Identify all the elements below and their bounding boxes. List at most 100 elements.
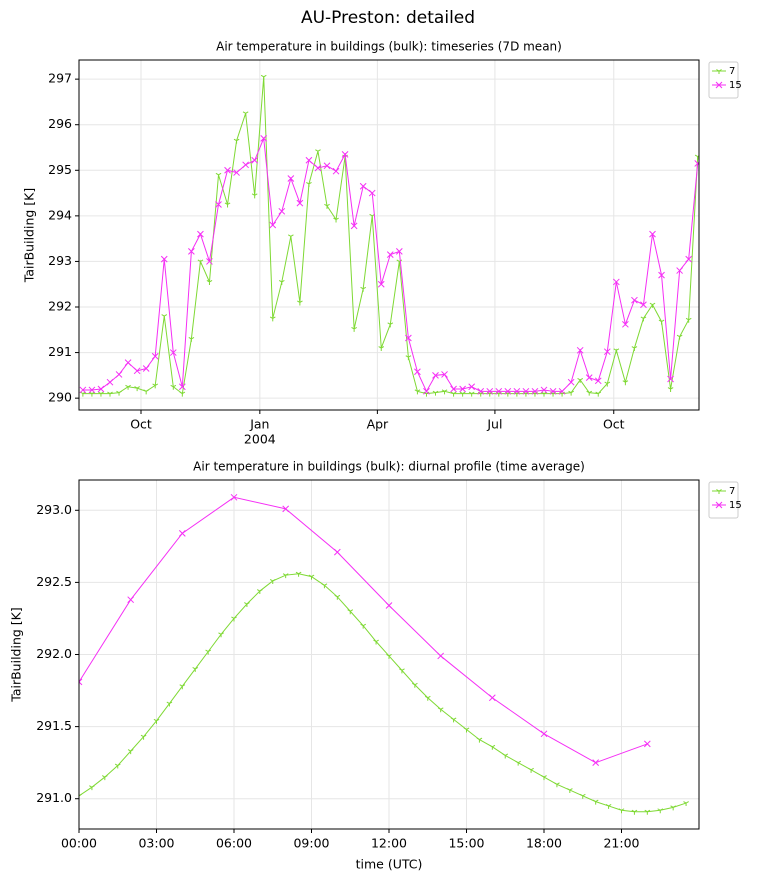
data-point (437, 652, 445, 660)
data-point (260, 135, 268, 142)
series-line (79, 496, 648, 764)
data-point (230, 493, 238, 501)
legend-marker (715, 81, 723, 89)
data-point (531, 387, 539, 395)
data-point (694, 160, 699, 167)
data-point (178, 530, 186, 537)
data-point (260, 74, 267, 80)
data-point (595, 391, 602, 397)
data-point (218, 632, 224, 638)
data-point (603, 348, 611, 356)
data-point (631, 809, 638, 815)
data-point (567, 378, 575, 386)
y-tick-label: 291.5 (36, 718, 72, 733)
data-point (152, 383, 159, 389)
data-point (657, 808, 664, 814)
data-point (206, 258, 213, 265)
data-point (295, 571, 302, 577)
data-point (287, 175, 295, 182)
data-point (305, 156, 313, 164)
data-point (395, 248, 403, 255)
data-point (592, 759, 600, 767)
data-point (579, 793, 586, 799)
legend-marker (716, 69, 722, 74)
data-point (115, 371, 123, 378)
y-tick-label: 291.0 (36, 790, 72, 805)
data-point (594, 377, 602, 385)
data-point (676, 334, 683, 340)
data-point (488, 694, 496, 702)
legend-label: 15 (729, 500, 742, 511)
data-point (373, 639, 379, 645)
data-point (432, 390, 439, 396)
data-point (296, 199, 304, 207)
data-point (278, 280, 285, 285)
data-point (160, 255, 168, 263)
data-point (463, 727, 470, 733)
data-point (287, 234, 294, 240)
data-point (450, 391, 457, 397)
data-point (437, 707, 444, 713)
x-tick-sublabel: 2004 (244, 432, 276, 447)
data-point (133, 367, 141, 375)
data-point (515, 760, 522, 766)
data-point (169, 349, 177, 356)
data-point (97, 385, 105, 393)
data-point (360, 286, 367, 292)
data-point (495, 387, 503, 395)
x-tick-label: Oct (130, 417, 152, 432)
data-point (179, 391, 186, 397)
data-point (649, 230, 656, 238)
data-point (170, 384, 177, 390)
data-point (127, 749, 134, 755)
data-point (396, 259, 403, 265)
x-tick-label: Apr (367, 417, 389, 432)
data-point (206, 280, 213, 285)
x-tick-label: Jul (486, 417, 502, 432)
y-tick-label: 292.0 (36, 646, 72, 661)
data-point (127, 596, 135, 604)
data-point (676, 267, 683, 274)
data-point (554, 782, 560, 788)
data-point (667, 375, 674, 383)
data-point (476, 737, 483, 743)
data-point (80, 391, 86, 397)
plot-area (79, 493, 689, 815)
data-point (269, 316, 276, 322)
data-point (79, 386, 87, 394)
data-point (504, 387, 512, 395)
data-point (106, 378, 114, 386)
legend-marker (716, 489, 722, 494)
series-line (79, 573, 687, 813)
data-point (411, 682, 418, 688)
y-axis-label: TairBuilding [K] (9, 607, 24, 702)
data-point (332, 167, 340, 175)
data-point (215, 201, 222, 208)
data-point (350, 222, 358, 230)
y-tick-label: 291 (48, 344, 72, 359)
data-point (622, 320, 629, 328)
y-tick-label: 294 (48, 207, 72, 222)
data-point (414, 368, 421, 376)
data-point (568, 390, 574, 396)
data-point (685, 255, 693, 263)
data-point (387, 322, 394, 328)
x-tick-label: 15:00 (448, 836, 484, 851)
data-point (631, 296, 638, 304)
data-point (134, 386, 140, 392)
data-point (140, 734, 147, 740)
data-point (405, 334, 412, 342)
data-point (643, 740, 651, 748)
data-point (658, 319, 665, 325)
data-point (101, 775, 108, 781)
data-point (378, 346, 385, 352)
x-axis-label: time (UTC) (356, 857, 423, 872)
data-point (242, 111, 249, 117)
data-point (385, 602, 393, 609)
legend-marker (715, 501, 723, 509)
data-point (414, 389, 421, 395)
data-point (125, 384, 131, 390)
data-point (269, 579, 276, 584)
data-point (297, 300, 303, 306)
chart-title: Air temperature in buildings (bulk): tim… (216, 40, 562, 54)
